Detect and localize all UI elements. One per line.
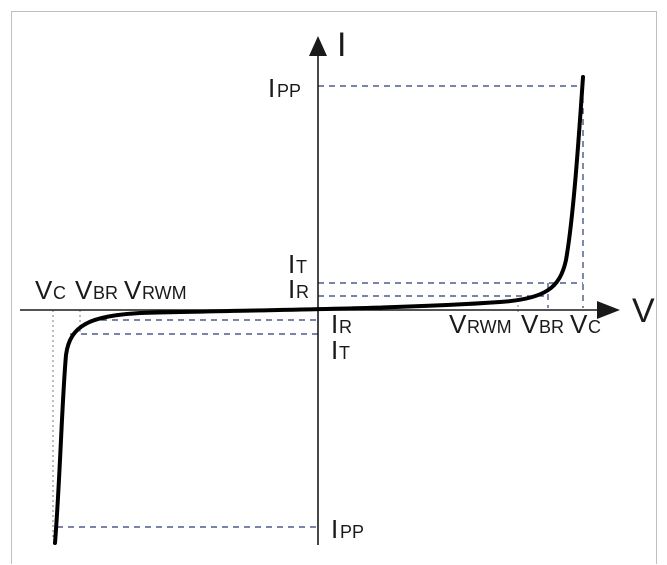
x-axis-label: V: [632, 292, 655, 330]
vrwm-left-sub: RWM: [142, 283, 187, 303]
label-vc-right: V C: [570, 309, 601, 339]
label-vrwm-left: V RWM: [124, 275, 187, 305]
label-it-top: I T: [288, 249, 307, 279]
vc-right-sub: C: [588, 317, 601, 337]
vc-left-main: V: [35, 275, 53, 305]
it-top-sub: T: [296, 257, 307, 277]
vbr-right-sub: BR: [539, 317, 564, 337]
label-vbr-right: V BR: [521, 309, 564, 339]
label-ipp-top: I PP: [268, 73, 301, 103]
vc-left-sub: C: [53, 283, 66, 303]
label-vc-left: V C: [35, 275, 66, 305]
y-axis-label: I: [337, 26, 346, 64]
ir-top-sub: R: [296, 282, 309, 302]
x-axis-arrowhead: [597, 301, 620, 319]
y-axis-arrowhead: [309, 36, 327, 56]
current-guides: [57, 85, 583, 528]
vbr-left-sub: BR: [93, 283, 118, 303]
vrwm-right-sub: RWM: [467, 317, 512, 337]
label-vbr-left: V BR: [75, 275, 118, 305]
ipp-bottom-main: I: [331, 514, 338, 544]
figure-frame: [11, 11, 657, 564]
ipp-bottom-sub: PP: [340, 522, 364, 542]
ipp-top-main: I: [268, 73, 275, 103]
ir-bottom-sub: R: [339, 317, 352, 337]
vbr-left-main: V: [75, 275, 93, 305]
label-ir-bottom: I R: [331, 309, 352, 339]
vrwm-right-main: V: [449, 309, 467, 339]
label-ipp-bottom: I PP: [331, 514, 364, 544]
label-vrwm-right: V RWM: [449, 309, 512, 339]
vbr-right-main: V: [521, 309, 539, 339]
ir-top-main: I: [288, 274, 295, 304]
vc-right-main: V: [570, 309, 588, 339]
label-it-bottom: I T: [331, 335, 350, 365]
iv-curve: [53, 75, 585, 545]
voltage-guides: [547, 86, 584, 308]
it-top-main: I: [288, 249, 295, 279]
ir-bottom-main: I: [331, 309, 338, 339]
ipp-top-sub: PP: [277, 81, 301, 101]
it-bottom-sub: T: [339, 343, 350, 363]
vrwm-left-main: V: [124, 275, 142, 305]
label-ir-top: I R: [288, 274, 309, 304]
it-bottom-main: I: [331, 335, 338, 365]
